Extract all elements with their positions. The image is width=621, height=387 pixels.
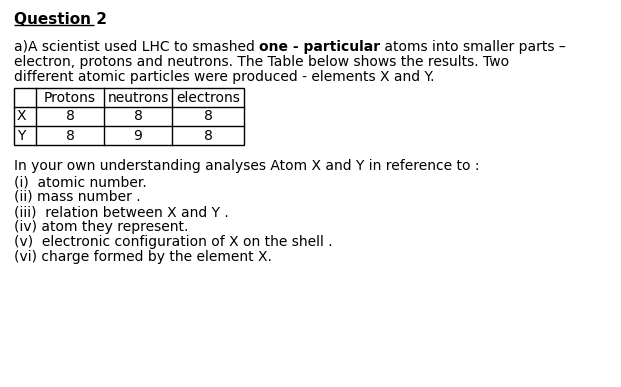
Text: 8: 8 — [204, 110, 212, 123]
Text: (ii) mass number .: (ii) mass number . — [14, 190, 140, 204]
Text: 8: 8 — [66, 110, 75, 123]
Text: different atomic particles were produced - elements X and Y.: different atomic particles were produced… — [14, 70, 435, 84]
Text: X: X — [17, 110, 27, 123]
Text: atoms into smaller parts –: atoms into smaller parts – — [381, 40, 566, 54]
Text: 8: 8 — [134, 110, 142, 123]
Text: 8: 8 — [66, 128, 75, 142]
Text: a)A scientist used LHC to smashed: a)A scientist used LHC to smashed — [14, 40, 259, 54]
Text: (iii)  relation between X and Y .: (iii) relation between X and Y . — [14, 205, 229, 219]
Text: (v)  electronic configuration of X on the shell .: (v) electronic configuration of X on the… — [14, 235, 333, 249]
Text: neutrons: neutrons — [107, 91, 169, 104]
Text: In your own understanding analyses Atom X and Y in reference to :: In your own understanding analyses Atom … — [14, 159, 479, 173]
Text: 8: 8 — [204, 128, 212, 142]
Text: Question 2: Question 2 — [14, 12, 107, 27]
Text: Protons: Protons — [44, 91, 96, 104]
Text: Y: Y — [17, 128, 25, 142]
Text: 9: 9 — [134, 128, 142, 142]
Text: (iv) atom they represent.: (iv) atom they represent. — [14, 220, 188, 234]
Text: one - particular: one - particular — [259, 40, 381, 54]
Text: (i)  atomic number.: (i) atomic number. — [14, 175, 147, 189]
Bar — [14, 88, 244, 145]
Text: electron, protons and neutrons. The Table below shows the results. Two: electron, protons and neutrons. The Tabl… — [14, 55, 509, 69]
Text: (vi) charge formed by the element X.: (vi) charge formed by the element X. — [14, 250, 272, 264]
Text: electrons: electrons — [176, 91, 240, 104]
